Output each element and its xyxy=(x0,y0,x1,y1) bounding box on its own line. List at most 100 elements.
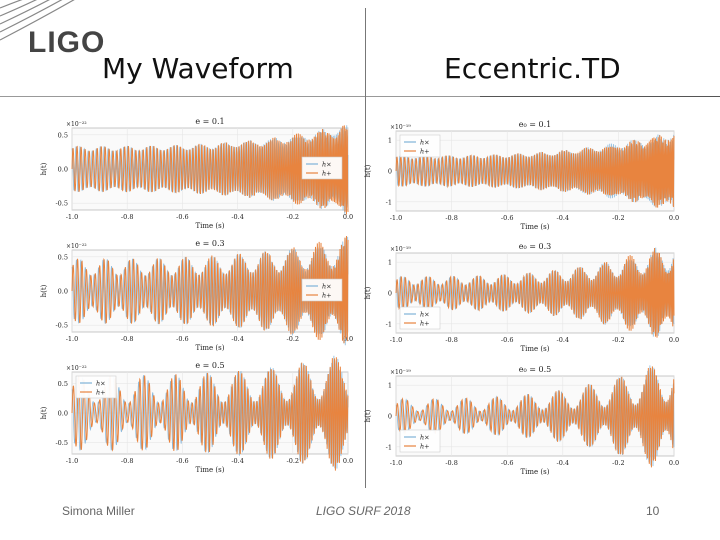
chart-panel-1: -1.0 -0.8 -0.6 -0.4 -0.2 0.0 0.5 0.0 -0.5 e = 0.1… xyxy=(40,117,353,230)
y-axis-label: h(t) xyxy=(40,162,48,175)
series-line-hx xyxy=(71,355,349,469)
legend-label: h+ xyxy=(96,389,106,397)
y-axis-label: h(t) xyxy=(364,164,372,177)
event-name: LIGO SURF 2018 xyxy=(316,504,411,518)
x-tick-label: -0.2 xyxy=(612,214,625,222)
legend-label: h+ xyxy=(420,320,430,328)
y-offset-label: ×10⁻²² xyxy=(66,243,87,250)
x-axis-label: Time (s) xyxy=(521,345,550,353)
x-tick-label: 0.0 xyxy=(343,213,353,221)
x-tick-label: -0.6 xyxy=(176,457,189,465)
x-axis-label: Time (s) xyxy=(196,344,225,352)
legend-label: h× xyxy=(322,283,332,291)
y-tick-label: 0.0 xyxy=(58,288,68,296)
header-divider xyxy=(0,96,720,97)
legend-label: h× xyxy=(420,311,430,319)
y-tick-label: -1 xyxy=(386,320,392,328)
series-line-hplus xyxy=(395,248,675,338)
ligo-logo: LIGO xyxy=(28,26,106,59)
header-accent-divider xyxy=(480,96,720,97)
x-tick-label: -0.2 xyxy=(612,336,625,344)
series-line-hplus xyxy=(71,125,349,215)
column-divider xyxy=(365,8,366,488)
right-column-title: Eccentric.TD xyxy=(444,52,621,85)
legend-label: h× xyxy=(96,380,106,388)
series-line-hplus xyxy=(71,235,349,344)
x-tick-label: 0.0 xyxy=(343,335,353,343)
y-tick-label: -1 xyxy=(386,443,392,451)
x-tick-label: -1.0 xyxy=(66,213,79,221)
x-axis-label: Time (s) xyxy=(521,223,550,231)
chart-title: e₀ = 0.3 xyxy=(519,242,551,251)
y-tick-label: 1 xyxy=(388,137,392,145)
x-tick-label: -0.8 xyxy=(121,213,134,221)
y-tick-label: 0.0 xyxy=(58,410,68,418)
x-tick-label: -0.6 xyxy=(176,213,189,221)
y-axis-label: h(t) xyxy=(40,406,48,419)
x-tick-label: -0.6 xyxy=(501,459,514,467)
y-tick-label: -0.5 xyxy=(55,200,68,208)
legend-label: h× xyxy=(322,161,332,169)
y-offset-label: ×10⁻¹⁹ xyxy=(390,369,411,376)
y-tick-label: 0.5 xyxy=(58,380,68,388)
x-tick-label: -0.4 xyxy=(231,457,244,465)
y-tick-label: 0.5 xyxy=(58,253,68,261)
y-tick-label: 0 xyxy=(388,413,392,421)
legend-label: h+ xyxy=(322,292,332,300)
chart-panel-2: -1.0 -0.8 -0.6 -0.4 -0.2 0.0 0.5 0.0 -0.5 e = 0.3… xyxy=(40,235,353,352)
x-axis-label: Time (s) xyxy=(521,468,550,476)
x-tick-label: -0.2 xyxy=(287,457,300,465)
x-tick-label: -0.4 xyxy=(231,213,244,221)
chart-title: e₀ = 0.5 xyxy=(519,365,551,374)
x-tick-label: -0.8 xyxy=(445,336,458,344)
series-line-hplus xyxy=(71,357,349,471)
y-tick-label: 0.5 xyxy=(58,131,68,139)
x-tick-label: -0.8 xyxy=(121,335,134,343)
y-tick-label: 1 xyxy=(388,259,392,267)
ligo-logo-arcs-icon xyxy=(0,0,75,41)
chart-title: e₀ = 0.1 xyxy=(519,120,551,129)
x-tick-label: -1.0 xyxy=(390,459,403,467)
chart-panel-5: -1.0 -0.8 -0.6 -0.4 -0.2 0.0 1 0 -1 e₀ = 0.3 Time … xyxy=(364,242,679,353)
x-tick-label: -0.4 xyxy=(557,336,570,344)
x-tick-label: -0.2 xyxy=(612,459,625,467)
y-tick-label: -1 xyxy=(386,198,392,206)
x-tick-label: 0.0 xyxy=(343,457,353,465)
legend-label: h× xyxy=(420,434,430,442)
legend-label: h+ xyxy=(420,443,430,451)
series-line-hplus xyxy=(395,135,675,208)
legend-label: h× xyxy=(420,139,430,147)
y-axis-label: h(t) xyxy=(40,284,48,297)
y-offset-label: ×10⁻²² xyxy=(66,365,87,372)
x-tick-label: 0.0 xyxy=(669,459,679,467)
x-tick-label: -0.8 xyxy=(121,457,134,465)
x-tick-label: -1.0 xyxy=(390,214,403,222)
x-tick-label: -0.6 xyxy=(176,335,189,343)
x-tick-label: -0.4 xyxy=(231,335,244,343)
y-tick-label: -0.5 xyxy=(55,322,68,330)
y-tick-label: 0 xyxy=(388,168,392,176)
left-column-title: My Waveform xyxy=(102,52,294,85)
x-tick-label: -0.4 xyxy=(557,459,570,467)
series-line-hplus xyxy=(395,366,675,468)
x-tick-label: -0.8 xyxy=(445,214,458,222)
y-offset-label: ×10⁻¹⁹ xyxy=(390,124,411,131)
page-number: 10 xyxy=(646,504,660,518)
author-name: Simona Miller xyxy=(62,504,135,518)
x-tick-label: -0.2 xyxy=(287,213,300,221)
chart-title: e = 0.3 xyxy=(195,239,224,248)
y-tick-label: 1 xyxy=(388,382,392,390)
x-tick-label: -0.8 xyxy=(445,459,458,467)
legend-label: h+ xyxy=(322,170,332,178)
x-tick-label: -0.2 xyxy=(287,335,300,343)
x-tick-label: -1.0 xyxy=(66,335,79,343)
y-offset-label: ×10⁻²² xyxy=(66,121,87,128)
chart-title: e = 0.1 xyxy=(195,117,224,126)
legend-label: h+ xyxy=(420,148,430,156)
y-axis-label: h(t) xyxy=(364,409,372,422)
chart-panel-4: -1.0 -0.8 -0.6 -0.4 -0.2 0.0 1 0 -1 e₀ = 0.1 Time … xyxy=(364,120,679,231)
waveform-charts: -1.0 -0.8 -0.6 -0.4 -0.2 0.0 0.5 0.0 -0.5 e = 0.1… xyxy=(40,117,679,476)
x-tick-label: -0.6 xyxy=(501,336,514,344)
x-tick-label: 0.0 xyxy=(669,336,679,344)
series-line-hx xyxy=(395,134,675,207)
